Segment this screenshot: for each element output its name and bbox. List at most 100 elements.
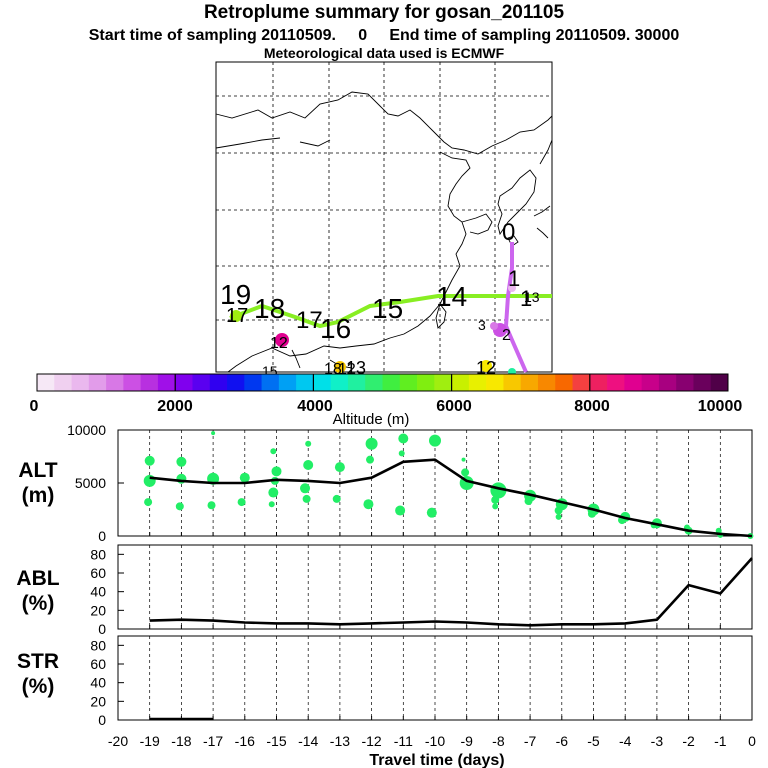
map-label: 3 — [478, 317, 486, 333]
colorbar-ticks: 0 2000 4000 6000 8000 10000 — [30, 398, 743, 415]
x-tick-label: -7 — [524, 733, 537, 749]
colorbar-swatch — [693, 374, 712, 391]
cluster-point — [491, 495, 500, 504]
cluster-point — [715, 527, 722, 534]
colorbar-swatch — [261, 374, 280, 391]
cluster-point — [207, 501, 216, 510]
alt-unit: (m) — [22, 484, 55, 507]
cluster-point — [300, 483, 311, 494]
colorbar-swatch — [365, 374, 383, 391]
cluster-point — [363, 499, 374, 510]
cluster-point — [237, 498, 246, 507]
str-label: STR — [17, 650, 59, 673]
abl-unit: (%) — [22, 592, 55, 615]
y-tick-label: 20 — [90, 693, 106, 709]
cluster-point — [398, 433, 409, 444]
cluster-point — [555, 513, 562, 520]
alt-label: ALT — [18, 459, 57, 482]
cluster-point — [587, 509, 596, 518]
sampling-times: Start time of sampling 20110509. 0 End t… — [0, 27, 768, 45]
colorbar-swatch — [88, 374, 107, 391]
cluster-point — [268, 487, 279, 498]
cluster-point — [176, 456, 187, 467]
cluster-point — [211, 431, 216, 436]
map-label: 18 — [254, 293, 285, 324]
series-line — [149, 557, 753, 627]
colorbar-swatch — [296, 374, 314, 391]
colorbar-swatch — [278, 374, 297, 391]
y-tick-label: 10000 — [67, 422, 106, 438]
plume-centroid-track — [229, 294, 552, 329]
colorbar-swatch — [244, 374, 262, 391]
colorbar-tick: 6000 — [436, 398, 472, 415]
series-line — [149, 458, 753, 538]
cluster-point — [271, 466, 282, 477]
x-tick-label: -3 — [651, 733, 664, 749]
map-label: 15 — [372, 293, 403, 324]
y-tick-label: 40 — [90, 584, 106, 600]
colorbar-swatch — [434, 374, 452, 391]
colorbar-swatch — [175, 374, 193, 391]
x-tick-label: -5 — [587, 733, 600, 749]
x-tick-label: -4 — [619, 733, 632, 749]
plume-cluster-marker — [480, 360, 492, 372]
plume-cluster-marker — [334, 361, 346, 373]
map-label: 14 — [436, 281, 467, 312]
cluster-point — [365, 437, 378, 450]
colorbar-tick: 10000 — [698, 398, 743, 415]
colorbar-swatch — [607, 374, 625, 391]
map-label: 12 — [270, 335, 288, 352]
y-tick-label: 20 — [90, 602, 106, 618]
start-time-label: Start time of sampling 20110509. 0 — [88, 27, 368, 44]
cluster-point — [268, 501, 275, 508]
colorbar-swatch — [555, 374, 573, 391]
colorbar-tick: 0 — [30, 398, 39, 415]
y-tick-label: 60 — [90, 656, 106, 672]
plume-cluster-marker — [275, 333, 289, 347]
plume-recent-track — [503, 242, 528, 373]
colorbar-swatch — [589, 374, 608, 391]
chart-title: Retroplume summary for gosan_201105 — [203, 2, 565, 23]
map-label: 12 — [476, 358, 496, 378]
cluster-point — [270, 448, 277, 455]
map-label: 13 — [524, 289, 540, 305]
colorbar-swatch — [451, 374, 470, 391]
x-tick-label: -13 — [330, 733, 350, 749]
cluster-point — [332, 494, 341, 503]
cluster-point — [305, 440, 312, 447]
x-tick-label: -6 — [556, 733, 569, 749]
colorbar-swatch — [417, 374, 435, 391]
colorbar-swatch — [123, 374, 142, 391]
altitude-colorbar — [36, 373, 729, 392]
colorbar-tick: 2000 — [157, 398, 193, 415]
x-tick-label: -16 — [235, 733, 255, 749]
cluster-point — [461, 468, 470, 477]
colorbar-swatch — [468, 374, 487, 391]
x-tick-label: -10 — [425, 733, 445, 749]
colorbar-swatch — [537, 374, 556, 391]
map-label: 0 — [502, 219, 515, 246]
x-tick-label: -1 — [714, 733, 727, 749]
colorbar-label: Altitude (m) — [333, 411, 410, 428]
end-time-label: End time of sampling 20110509. 30000 — [389, 27, 680, 44]
colorbar-swatch — [658, 374, 677, 391]
x-tick-label: 0 — [748, 733, 756, 749]
cluster-point — [303, 459, 314, 470]
colorbar-swatch — [710, 374, 729, 391]
y-tick-label: 40 — [90, 675, 106, 691]
timestamp-labels: 0 1 1 2 3 12 12 13 14 15 16 17 17 18 19 … — [220, 219, 540, 379]
x-tick-label: -19 — [140, 733, 160, 749]
x-tick-label: -2 — [682, 733, 695, 749]
y-tick-label: 80 — [90, 637, 106, 653]
colorbar-swatch — [347, 374, 366, 391]
x-tick-label: -11 — [394, 733, 413, 749]
y-tick-label: 0 — [98, 712, 106, 728]
cluster-point — [554, 506, 563, 515]
colorbar-swatch — [572, 374, 591, 391]
colorbar-frame — [36, 373, 729, 392]
map-graticule — [216, 62, 552, 372]
x-tick-label: -18 — [171, 733, 191, 749]
coastlines — [215, 91, 553, 373]
colorbar-swatch — [399, 374, 418, 391]
